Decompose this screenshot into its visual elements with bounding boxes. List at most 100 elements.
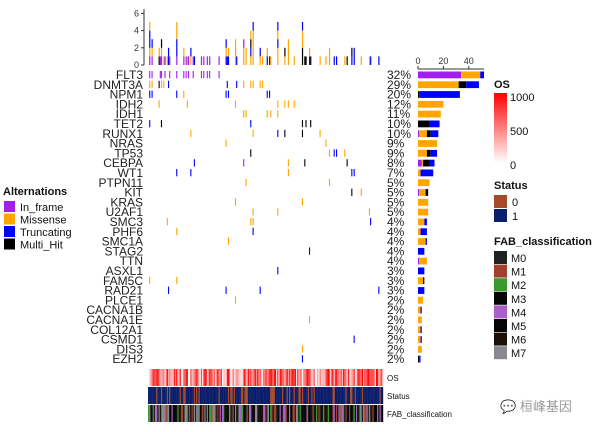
mutation-mark [243, 110, 245, 118]
right-bar-segment [420, 326, 422, 334]
status-track-cell [328, 387, 331, 404]
os-track-cell [363, 369, 365, 386]
fab-track-cell [229, 405, 231, 422]
mutation-mark [149, 120, 151, 128]
right-bar-segment [426, 130, 431, 138]
os-track-cell [200, 369, 203, 386]
top-bar-segment [328, 47, 331, 57]
gene-label: ASXL1 [106, 264, 144, 278]
gene-percent: 3% [387, 284, 405, 298]
fab-track-cell [163, 405, 165, 422]
status-track-cell [372, 387, 374, 404]
mutation-mark [301, 129, 304, 138]
fab-track-cell [325, 405, 327, 422]
fab-track-cell [159, 405, 162, 422]
os-track-cell [351, 369, 353, 386]
status-track-cell [192, 387, 195, 404]
os-track-cell [304, 369, 306, 386]
fab-track-cell [278, 405, 280, 422]
fab-track-cell [301, 405, 304, 422]
mutation-mark [250, 120, 252, 128]
fab-track-cell [250, 405, 252, 422]
fab-track-cell [344, 405, 346, 422]
status-track-cell [279, 387, 281, 404]
status-track-cell [212, 387, 214, 404]
right-bar-segment [418, 316, 422, 324]
os-track-cell [331, 369, 333, 386]
top-bar-segment [304, 56, 306, 65]
status-track-cell [230, 387, 232, 404]
mutation-mark [176, 227, 178, 236]
status-track-cell [296, 387, 298, 404]
fab-track-cell [294, 405, 297, 422]
os-track-cell [202, 369, 204, 386]
status-track-cell [348, 387, 351, 404]
os-track-cell [210, 369, 212, 386]
status-track-cell [289, 387, 291, 404]
os-track-cell [261, 369, 264, 386]
fab-track-cell [357, 405, 359, 422]
os-track-label: OS [387, 374, 399, 383]
os-track-cell [348, 369, 351, 386]
fab-track-cell [337, 405, 339, 422]
fab-track-cell [334, 405, 337, 422]
fab-track-cell [257, 405, 259, 422]
os-track-cell [155, 369, 157, 386]
os-track-cell [237, 369, 239, 386]
status-track-cell [190, 387, 192, 404]
fab-track-cell [239, 405, 242, 422]
fab-track-cell [192, 405, 195, 422]
fab-track-cell [311, 405, 313, 422]
status-track-cell [150, 387, 152, 404]
fab-track-cell [197, 405, 199, 422]
fab-track-cell [155, 405, 157, 422]
status-track-cell [280, 387, 283, 404]
status-track-cell [216, 387, 218, 404]
mutation-mark [227, 237, 229, 245]
status-track-cell [260, 387, 263, 404]
fab-track-cell [374, 405, 377, 422]
fab-track-cell [272, 405, 274, 422]
status-track-cell [379, 387, 381, 404]
mutation-mark [218, 71, 220, 79]
status-track-cell [345, 387, 347, 404]
status-track-cell [363, 387, 365, 404]
fab-track-cell [156, 405, 158, 422]
status-track-cell [160, 387, 163, 404]
right-bar-segment [429, 159, 435, 167]
os-track-cell [312, 369, 314, 386]
status-track-cell [327, 387, 330, 404]
fab-track-cell [351, 405, 353, 422]
mutation-mark [190, 129, 192, 138]
status-track-cell [254, 387, 257, 404]
os-track-cell [233, 369, 236, 386]
status-track-cell [347, 387, 350, 404]
os-track-cell [149, 369, 151, 386]
fab-track-cell [310, 405, 312, 422]
os-track-cell [296, 369, 298, 386]
fab-track-cell [277, 405, 279, 422]
top-bar-segment [190, 47, 192, 57]
fab-track-cell [378, 405, 380, 422]
status-track-cell [153, 387, 156, 404]
top-bar-segment [225, 56, 227, 65]
os-track-cell [365, 369, 367, 386]
os-track-cell [193, 369, 196, 386]
mutation-mark [160, 120, 163, 128]
fab-track-cell [358, 405, 360, 422]
status-track-cell [299, 387, 301, 404]
status-track-cell [173, 387, 176, 404]
top-bar-segment [167, 47, 170, 57]
top-bar-segment [310, 56, 312, 65]
fab-track-cell [280, 405, 283, 422]
gene-percent: 2% [387, 313, 405, 327]
fab-track-cell [341, 405, 344, 422]
os-track-cell [212, 369, 214, 386]
top-bar-segment [252, 30, 254, 40]
fab-track-cell [347, 405, 350, 422]
status-track-cell [371, 387, 373, 404]
status-track-cell [338, 387, 340, 404]
fab-track-cell [259, 405, 261, 422]
mutation-mark [149, 71, 151, 79]
fab-track-cell [182, 405, 184, 422]
